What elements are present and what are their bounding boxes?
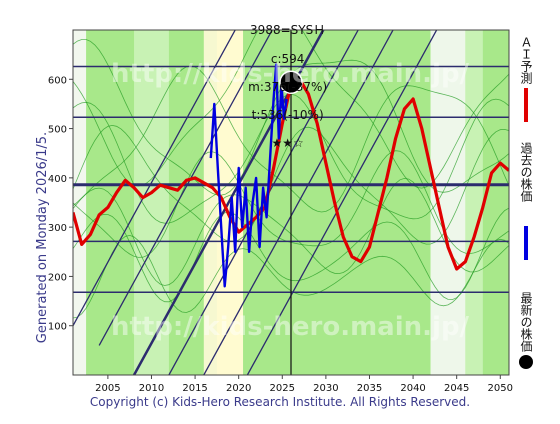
y-tick-label: 600 <box>48 75 67 86</box>
y-tick-label: 500 <box>48 125 67 136</box>
current-price: c:594 <box>270 52 305 66</box>
rating-stars: ★★☆ <box>271 136 304 150</box>
x-tick-label: 2050 <box>488 383 513 394</box>
watermark-bottom: http://kids-hero.main.jp/ <box>111 312 470 342</box>
x-tick-label: 2005 <box>95 383 120 394</box>
x-tick-label: 2025 <box>270 383 295 394</box>
background-band <box>465 30 483 375</box>
ticker-code: 3988=SYSＨ <box>250 23 326 37</box>
latest-price-marker <box>279 70 303 94</box>
x-tick-label: 2035 <box>357 383 382 394</box>
y-tick-label: 100 <box>48 322 67 333</box>
y-tick-label: 400 <box>48 174 67 185</box>
x-tick-label: 2030 <box>313 383 338 394</box>
trend-line <box>73 30 236 327</box>
chart-header: 3988=SYSＨ c:594 m:376(-37%) t:536(-10%) … <box>0 7 560 164</box>
x-tick-label: 2010 <box>139 383 164 394</box>
legend-ai-label: ＡＩ予測 <box>519 36 533 85</box>
target-value: t:536(-10%) <box>251 108 324 122</box>
mid-value: m:376(-37%) <box>248 80 328 94</box>
x-tick-label: 2040 <box>400 383 425 394</box>
past-price-line <box>209 63 288 288</box>
legend-latest-label: 最新の株価 <box>519 292 533 352</box>
copyright-text: Copyright (c) Kids-Hero Research Institu… <box>89 395 471 409</box>
y-tick-label: 300 <box>48 223 67 234</box>
legend: ＡＩ予測 過去の株価 最新の株価 <box>519 36 533 369</box>
watermark-top: http://kids-hero.main.jp/ <box>111 59 470 89</box>
generated-label: Generated on Monday 2026/1/5. <box>35 131 50 344</box>
background-band <box>73 30 87 375</box>
legend-past-label: 過去の株価 <box>519 142 533 202</box>
legend-latest-swatch <box>519 355 533 369</box>
plot-frame <box>72 29 510 376</box>
x-tick-label: 2015 <box>182 383 207 394</box>
y-tick-label: 200 <box>48 272 67 283</box>
x-tick-label: 2020 <box>226 383 251 394</box>
x-tick-label: 2045 <box>444 383 469 394</box>
trend-line <box>98 30 273 346</box>
